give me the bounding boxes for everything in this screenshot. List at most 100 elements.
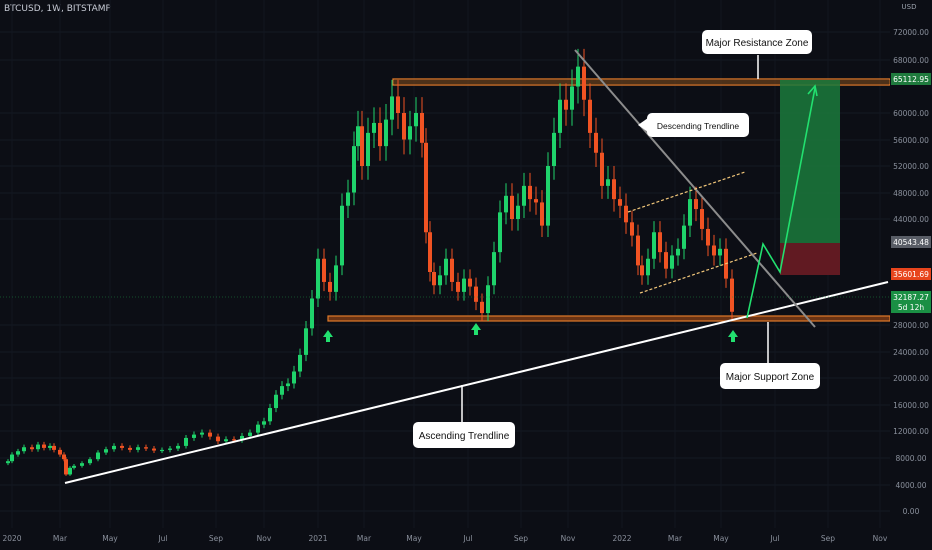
candle-body xyxy=(96,452,100,460)
time-tick-label: Mar xyxy=(357,534,372,543)
candle-body xyxy=(378,122,382,147)
time-tick-label: Sep xyxy=(821,534,835,543)
svg-text:Ascending Trendline: Ascending Trendline xyxy=(419,431,510,442)
candle-body xyxy=(48,445,52,448)
time-tick-label: 2022 xyxy=(612,534,631,543)
svg-text:40543.48: 40543.48 xyxy=(893,238,929,247)
candle-body xyxy=(706,228,710,246)
candle-body xyxy=(718,248,722,256)
candle-body xyxy=(682,225,686,249)
candle-body xyxy=(200,432,204,435)
candle-body xyxy=(516,205,520,219)
candle-body xyxy=(104,449,108,453)
target-profit-zone xyxy=(780,80,840,243)
candle-body xyxy=(462,278,466,292)
candle-body xyxy=(444,258,448,276)
candle-body xyxy=(160,449,164,452)
up-arrow-icon xyxy=(323,330,333,342)
candle-body xyxy=(546,166,550,226)
price-tick-label: 52000.00 xyxy=(893,162,929,171)
candle-body xyxy=(144,447,148,449)
channel-lower xyxy=(639,252,758,294)
candle-body xyxy=(528,185,532,200)
candle-body xyxy=(120,445,124,448)
candle-body xyxy=(600,152,604,186)
svg-text:65112.95: 65112.95 xyxy=(893,75,929,84)
candle-body xyxy=(352,146,356,193)
candle-body xyxy=(280,386,284,395)
candle-body xyxy=(676,248,680,256)
time-tick-label: 2021 xyxy=(308,534,327,543)
candle-body xyxy=(304,328,308,355)
candle-body xyxy=(612,179,616,200)
callout-descending: Descending Trendline xyxy=(647,113,749,137)
candle-body xyxy=(52,445,56,450)
candle-body xyxy=(310,298,314,329)
up-arrow-icon xyxy=(728,330,738,342)
projection-path xyxy=(746,87,816,319)
candle-body xyxy=(730,278,734,312)
candle-body xyxy=(486,285,490,314)
candle-body xyxy=(16,451,20,455)
candle-body xyxy=(630,222,634,236)
price-axis[interactable]: USD 72000.00 68000.00 60000.00 56000.00 5200… xyxy=(890,0,932,550)
candle-body xyxy=(152,448,156,451)
candle-body xyxy=(606,179,610,186)
candle-body xyxy=(80,463,84,466)
candle-body xyxy=(292,371,296,384)
candle-body xyxy=(688,199,692,226)
candle-body xyxy=(192,434,196,438)
candle-body xyxy=(366,132,370,166)
candle-body xyxy=(456,281,460,292)
svg-text:Major Resistance Zone: Major Resistance Zone xyxy=(706,38,809,49)
candle-body xyxy=(658,232,662,253)
candle-body xyxy=(274,394,278,409)
projection-arrowhead xyxy=(807,84,818,97)
time-tick-label: Nov xyxy=(873,534,888,543)
candle-body xyxy=(438,275,442,286)
time-tick-label: May xyxy=(102,534,118,543)
candle-body xyxy=(224,439,228,442)
candle-body xyxy=(316,258,320,299)
candle-body xyxy=(582,66,586,100)
candle-body xyxy=(522,185,526,206)
candle-body xyxy=(184,437,188,446)
price-tick-label: 56000.00 xyxy=(893,136,929,145)
time-tick-label: Nov xyxy=(561,534,576,543)
support-arrows xyxy=(323,323,738,342)
price-tick-label: 28000.00 xyxy=(893,321,929,330)
time-tick-label: Jul xyxy=(769,534,779,543)
candle-body xyxy=(396,96,400,113)
candle-body xyxy=(328,281,332,292)
candle-body xyxy=(208,432,212,437)
candle-body xyxy=(402,113,406,140)
candle-body xyxy=(624,205,628,223)
price-tag-resistance: 65112.95 xyxy=(891,73,931,85)
price-tick-label: 68000.00 xyxy=(893,56,929,65)
candle-body xyxy=(640,265,644,276)
candle-body xyxy=(504,195,508,213)
candle-body xyxy=(712,245,716,256)
target-stop-zone xyxy=(780,243,840,275)
candle-body xyxy=(262,421,266,425)
candle-body xyxy=(216,436,220,442)
candle-body xyxy=(576,66,580,87)
candle-body xyxy=(346,192,350,206)
time-axis[interactable]: 2020 Mar May Jul Sep Nov 2021 Mar May Jul Sep Nov 20… xyxy=(0,528,890,550)
candle-body xyxy=(652,232,656,259)
candle-body xyxy=(298,354,302,372)
time-tick-label: May xyxy=(713,534,729,543)
price-tick-label: 24000.00 xyxy=(893,348,929,357)
svg-text:5d 12h: 5d 12h xyxy=(898,303,924,312)
time-tick-label: Mar xyxy=(668,534,683,543)
candle-body xyxy=(390,96,394,120)
candle-body xyxy=(498,212,502,253)
candle-body xyxy=(340,205,344,266)
candle-body xyxy=(64,459,68,475)
price-tick-label: 12000.00 xyxy=(893,427,929,436)
candle-body xyxy=(286,383,290,387)
symbol-title: BTCUSD, 1W, BITSTAMP xyxy=(4,4,111,14)
candle-body xyxy=(670,255,674,269)
time-tick-label: 2020 xyxy=(2,534,21,543)
